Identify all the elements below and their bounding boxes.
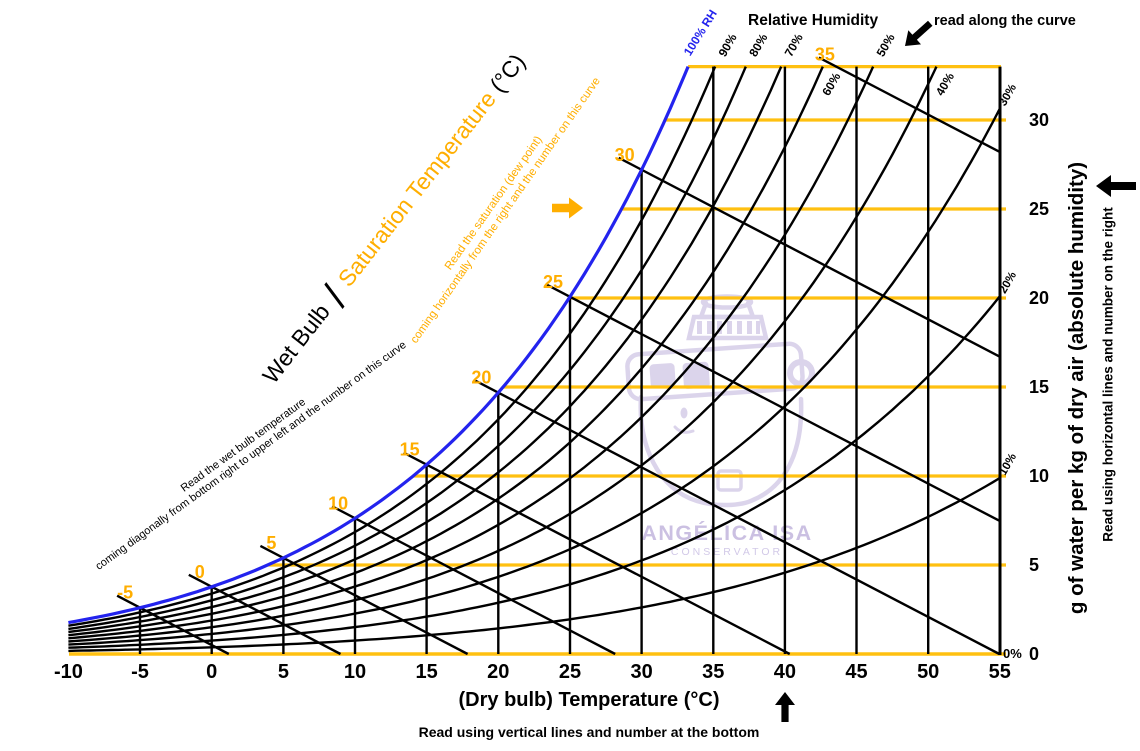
rh-label-90: 90% bbox=[716, 31, 740, 59]
y-tick-label-0: 0 bbox=[1029, 644, 1039, 664]
y-tick-label-5: 5 bbox=[1029, 555, 1039, 575]
x-tick-label-20: 20 bbox=[487, 661, 509, 683]
absolute-humidity-arrow-icon bbox=[1096, 175, 1136, 197]
x-tick-label-10: 10 bbox=[344, 661, 366, 683]
wet-bulb-line-15 bbox=[403, 451, 791, 656]
x-tick-label-5: 5 bbox=[278, 661, 289, 683]
wet-bulb-line-5 bbox=[259, 544, 469, 656]
rh-label-0: 0% bbox=[1003, 646, 1022, 661]
x-tick-label-45: 45 bbox=[845, 661, 867, 683]
x-tick-label-55: 55 bbox=[989, 661, 1011, 683]
rh-curve-70 bbox=[68, 66, 783, 634]
dry-bulb-arrow-icon bbox=[775, 692, 795, 722]
x-tick-label-15: 15 bbox=[415, 661, 437, 683]
x-axis-title: (Dry bulb) Temperature (°C) bbox=[458, 689, 720, 711]
x-tick-label-50: 50 bbox=[917, 661, 939, 683]
rh-label-40: 40% bbox=[933, 70, 957, 98]
rh-curve-80 bbox=[68, 66, 747, 631]
rh-label-60: 60% bbox=[819, 70, 843, 98]
wet-bulb-line--5 bbox=[116, 594, 230, 656]
wet-bulb-label-35: 35 bbox=[815, 45, 835, 65]
x-tick-label-25: 25 bbox=[559, 661, 581, 683]
read-along-curve-arrow-icon bbox=[905, 20, 933, 46]
wet-bulb-label-10: 10 bbox=[328, 493, 348, 513]
wet-bulb-label-30: 30 bbox=[615, 145, 635, 165]
wet-bulb-label-15: 15 bbox=[400, 440, 420, 460]
wet-bulb-line-25 bbox=[546, 283, 1001, 523]
rh-label-70: 70% bbox=[782, 31, 806, 59]
y-tick-label-20: 20 bbox=[1029, 288, 1049, 308]
x-tick-label-30: 30 bbox=[630, 661, 652, 683]
rh-curve-40 bbox=[68, 66, 938, 643]
y-axis-subtitle: Read using horizontal lines and number o… bbox=[1100, 207, 1116, 542]
rh-curve-50 bbox=[68, 66, 875, 640]
rh-curve-90 bbox=[68, 66, 717, 627]
rh-curve-60 bbox=[68, 66, 824, 637]
wet-bulb-line-20 bbox=[474, 379, 1000, 656]
saturation-curve bbox=[68, 65, 690, 625]
x-axis-subtitle: Read using vertical lines and number at … bbox=[418, 724, 760, 740]
x-tick-label-0: 0 bbox=[206, 661, 217, 683]
x-tick-label--5: -5 bbox=[131, 661, 149, 683]
read-along-curve-note: read along the curve bbox=[934, 13, 1076, 29]
y-tick-label-30: 30 bbox=[1029, 110, 1049, 130]
rh-label-50: 50% bbox=[874, 31, 898, 59]
rh-curve-10 bbox=[68, 476, 1001, 653]
y-tick-label-25: 25 bbox=[1029, 199, 1049, 219]
x-tick-label-35: 35 bbox=[702, 661, 724, 683]
saturation-arrow-icon bbox=[552, 197, 583, 219]
wet-bulb-line-30 bbox=[618, 156, 1001, 358]
y-tick-label-15: 15 bbox=[1029, 377, 1049, 397]
y-tick-label-10: 10 bbox=[1029, 466, 1049, 486]
rh-curve-30 bbox=[68, 108, 1001, 646]
wet-bulb-line-35 bbox=[818, 56, 1001, 154]
wet-bulb-label-20: 20 bbox=[471, 368, 491, 388]
wet-bulb-line-0 bbox=[188, 573, 342, 656]
wet-bulb-label-25: 25 bbox=[543, 272, 563, 292]
wet-bulb-line-10 bbox=[331, 505, 616, 656]
rh-label-80: 80% bbox=[746, 31, 770, 59]
x-tick-label-40: 40 bbox=[774, 661, 796, 683]
watermark-subtitle: CONSERVATOR bbox=[670, 546, 784, 558]
y-axis-title: g of water per kg of dry air (absolute h… bbox=[1065, 161, 1088, 615]
x-tick-label--10: -10 bbox=[54, 661, 83, 683]
relative-humidity-title: Relative Humidity bbox=[748, 12, 879, 29]
wet-bulb-label--5: -5 bbox=[117, 583, 133, 603]
wet-bulb-label-5: 5 bbox=[266, 533, 276, 553]
wet-bulb-label-0: 0 bbox=[195, 562, 205, 582]
rh-curve-20 bbox=[68, 295, 1001, 649]
rh-label-100: 100% RH bbox=[681, 7, 720, 58]
